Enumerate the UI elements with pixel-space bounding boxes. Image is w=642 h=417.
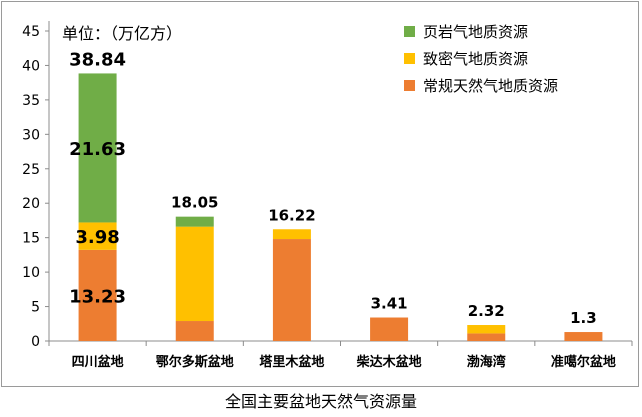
- y-tick-label: 30: [22, 127, 40, 143]
- segment-value-label: 13.23: [69, 286, 126, 307]
- y-tick-label: 0: [31, 334, 40, 350]
- segment-value-label: 3.98: [75, 227, 119, 248]
- chart-caption: 全国主要盆地天然气资源量: [224, 392, 417, 411]
- legend-label: 常规天然气地质资源: [423, 77, 558, 95]
- x-category-label: 四川盆地: [72, 354, 124, 370]
- bar-segment-conventional: [272, 239, 311, 341]
- y-tick-label: 15: [22, 231, 40, 247]
- y-tick-label: 25: [22, 162, 40, 178]
- x-category-label: 渤海湾: [467, 354, 506, 370]
- bar-segment-tight: [467, 325, 506, 334]
- bar-segment-shale: [78, 73, 117, 223]
- legend-swatch: [404, 80, 415, 91]
- legend-swatch: [404, 53, 415, 64]
- x-category-label: 柴达木盆地: [356, 354, 422, 370]
- legend-swatch: [404, 26, 415, 37]
- legend-label: 致密气地质资源: [423, 50, 528, 68]
- x-category-label: 准噶尔盆地: [551, 354, 616, 370]
- y-tick-label: 40: [22, 58, 40, 74]
- total-label: 18.05: [171, 194, 218, 212]
- segment-value-label: 21.63: [69, 139, 126, 160]
- bar-segment-tight: [78, 222, 117, 250]
- y-tick-label: 35: [22, 93, 40, 109]
- bar-segment-conventional: [370, 317, 409, 341]
- total-label: 1.3: [570, 309, 597, 327]
- total-label: 3.41: [371, 295, 408, 313]
- total-label: 2.32: [468, 302, 505, 320]
- y-tick-label: 20: [22, 196, 40, 212]
- bar-segment-shale: [175, 216, 214, 227]
- total-label: 38.84: [69, 49, 126, 70]
- unit-label: 单位：（万亿方）: [62, 24, 182, 43]
- legend-label: 页岩气地质资源: [423, 23, 528, 41]
- bar-segment-conventional: [564, 332, 603, 341]
- bar-segment-conventional: [175, 321, 214, 341]
- chart-frame: 0 5 10 15 20 25 30 35 40 45 单位：（万亿方） 四川盆地 38.84 鄂尔多斯盆…: [1, 1, 639, 387]
- total-label: 16.22: [268, 206, 315, 224]
- y-tick-label: 5: [31, 300, 40, 316]
- bar-segment-tight: [272, 229, 311, 240]
- bar-segment-conventional: [467, 333, 506, 341]
- bar-segment-conventional: [78, 249, 117, 341]
- y-tick-label: 10: [22, 265, 40, 281]
- x-category-label: 鄂尔多斯盆地: [156, 354, 234, 370]
- y-tick-label: 45: [22, 24, 40, 40]
- bar-segment-tight: [175, 226, 214, 322]
- stacked-bar-chart: 0 5 10 15 20 25 30 35 40 45 单位：（万亿方） 四川盆地 38.84 鄂尔多斯盆…: [22, 21, 633, 370]
- x-category-label: 塔里木盆地: [259, 354, 324, 370]
